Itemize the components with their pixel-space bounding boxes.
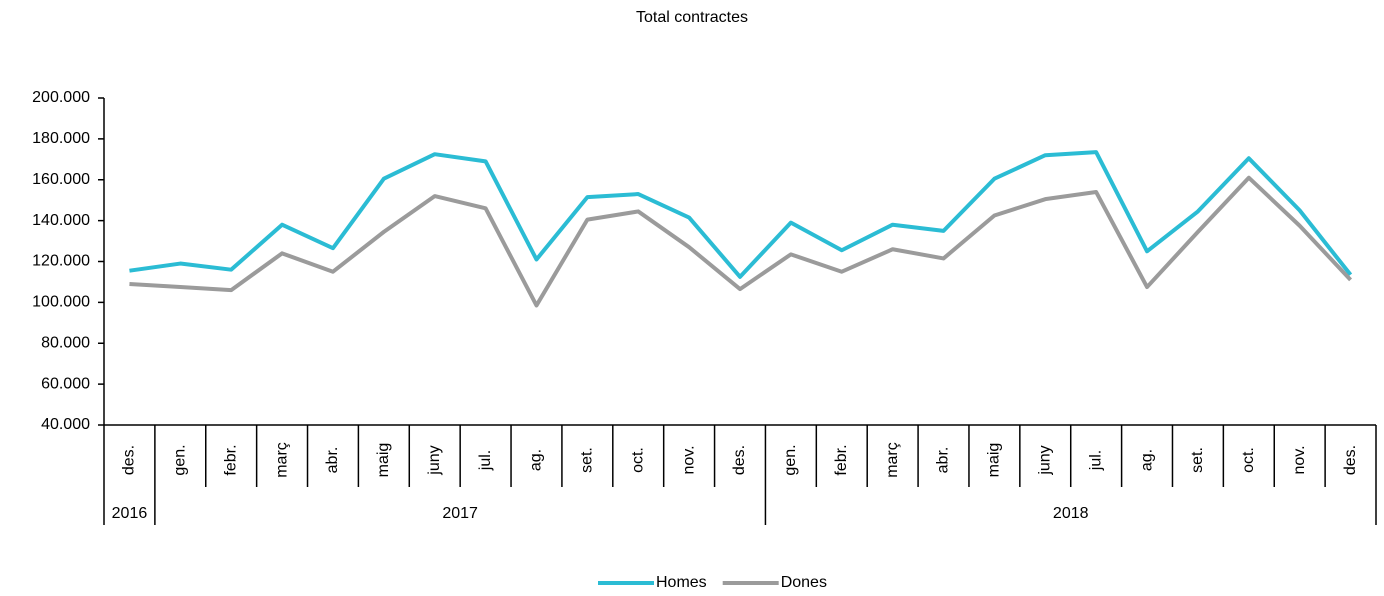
group-label: 2017: [442, 505, 478, 522]
x-tick-label: gen.: [782, 444, 799, 475]
x-tick-label: maig: [375, 443, 392, 478]
y-tick-label: 140.000: [32, 212, 90, 229]
x-tick-label: set.: [579, 447, 596, 473]
x-tick-label: febr.: [833, 444, 850, 475]
x-tick-label: des.: [121, 445, 138, 475]
group-label: 2016: [112, 505, 148, 522]
x-tick-label: febr.: [222, 444, 239, 475]
group-label: 2018: [1053, 505, 1089, 522]
x-tick-label: maig: [986, 443, 1003, 478]
x-tick-label: abr.: [324, 447, 341, 474]
y-tick-label: 100.000: [32, 294, 90, 311]
x-tick-label: oct.: [1240, 447, 1257, 473]
x-tick-label: març: [884, 442, 901, 478]
y-tick-label: 180.000: [32, 130, 90, 147]
x-tick-label: jul.: [1087, 450, 1104, 471]
x-tick-label: des.: [1342, 445, 1359, 475]
x-tick-label: oct.: [629, 447, 646, 473]
y-tick-label: 160.000: [32, 171, 90, 188]
x-tick-label: nov.: [1291, 445, 1308, 474]
x-tick-label: març: [273, 442, 290, 478]
y-tick-label: 40.000: [41, 416, 90, 433]
x-tick-label: abr.: [935, 447, 952, 474]
legend-label: Dones: [781, 574, 827, 591]
y-tick-label: 80.000: [41, 334, 90, 351]
x-tick-label: ag.: [1138, 449, 1155, 471]
x-tick-label: gen.: [172, 444, 189, 475]
series-line: [129, 150, 1353, 279]
x-tick-label: des.: [731, 445, 748, 475]
x-tick-label: jul.: [477, 450, 494, 471]
x-tick-label: juny: [426, 445, 443, 475]
series-line: [129, 175, 1353, 308]
chart-title: Total contractes: [636, 9, 748, 26]
x-tick-label: ag.: [528, 449, 545, 471]
x-tick-label: nov.: [680, 445, 697, 474]
y-tick-label: 120.000: [32, 253, 90, 270]
x-tick-label: set.: [1189, 447, 1206, 473]
legend-label: Homes: [656, 574, 707, 591]
y-tick-label: 200.000: [32, 89, 90, 106]
y-tick-label: 60.000: [41, 375, 90, 392]
x-tick-label: juny: [1036, 445, 1053, 475]
